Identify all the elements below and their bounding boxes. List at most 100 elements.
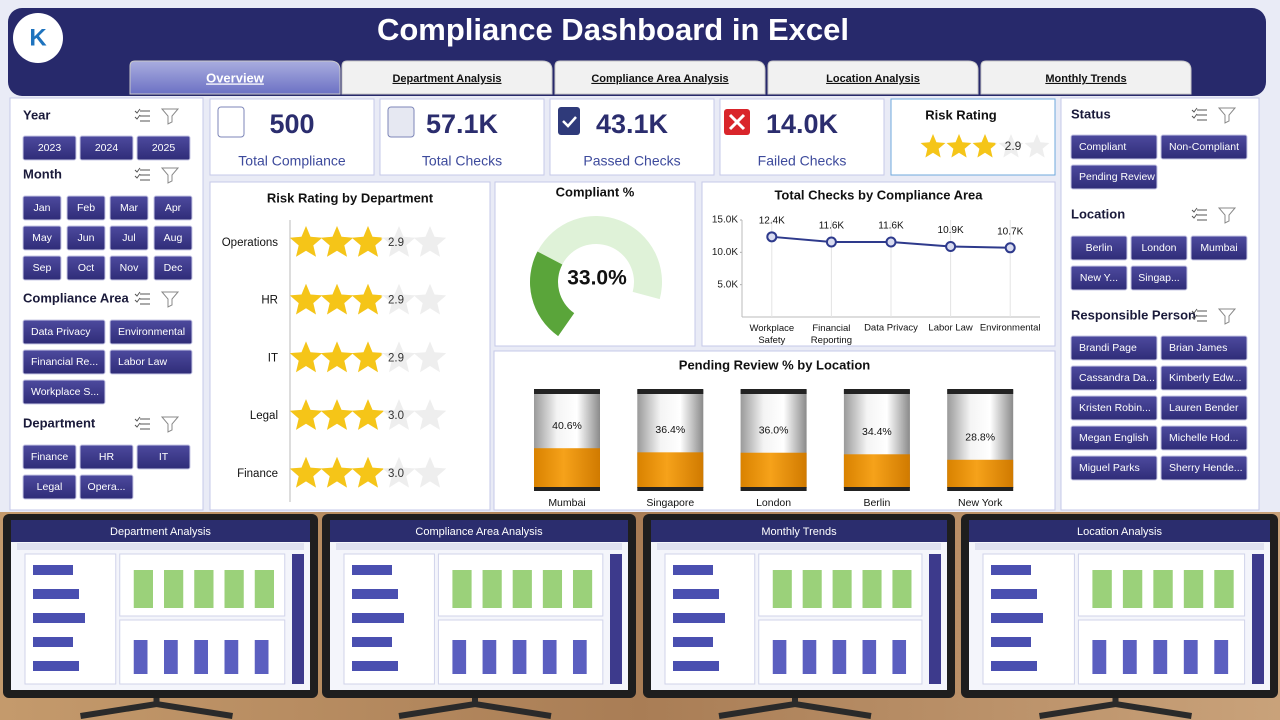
slicer-button[interactable] (109, 349, 193, 375)
slicer-button-label[interactable]: Michelle Hod... (1169, 432, 1238, 444)
slicer-button-label[interactable]: Oct (78, 262, 94, 274)
slicer-button-label[interactable]: Dec (164, 262, 183, 274)
slicer-button-label[interactable]: Apr (165, 202, 182, 214)
clear-filter-icon[interactable] (1217, 308, 1237, 325)
slicer-button[interactable] (136, 444, 191, 470)
tab-label[interactable]: Compliance Area Analysis (591, 73, 728, 85)
multi-select-icon[interactable] (1191, 207, 1207, 221)
slicer-button-label[interactable]: Aug (164, 232, 183, 244)
tab-label[interactable]: Monthly Trends (1045, 73, 1126, 85)
slicer-button[interactable] (1160, 365, 1248, 391)
slicer-button[interactable] (1070, 335, 1158, 361)
slicer-button-label[interactable]: Mar (120, 202, 139, 214)
slicer-button[interactable] (66, 195, 106, 221)
slicer-button[interactable] (1070, 365, 1158, 391)
slicer-button-label[interactable]: Feb (77, 202, 95, 214)
slicer-button-label[interactable]: Pending Review (1079, 171, 1155, 183)
slicer-button[interactable] (1070, 395, 1158, 421)
slicer-button-label[interactable]: Environmental (118, 326, 185, 338)
slicer-button[interactable] (1070, 134, 1158, 160)
clear-filter-icon[interactable] (160, 108, 180, 125)
slicer-button-label[interactable]: Jun (78, 232, 95, 244)
tab-label[interactable]: Department Analysis (392, 73, 501, 85)
slicer-button-label[interactable]: Data Privacy (31, 326, 91, 338)
slicer-button[interactable] (22, 255, 62, 281)
clear-filter-icon[interactable] (160, 167, 180, 184)
slicer-button[interactable] (1070, 235, 1128, 261)
slicer-button-label[interactable]: Nov (120, 262, 139, 274)
slicer-button-label[interactable]: Opera... (88, 481, 126, 493)
slicer-button[interactable] (1070, 164, 1158, 190)
slicer-button-label[interactable]: London (1141, 242, 1176, 254)
slicer-button-label[interactable]: Financial Re... (31, 356, 98, 368)
slicer-button-label[interactable]: Finance (31, 451, 69, 463)
slicer-button[interactable] (22, 195, 62, 221)
slicer-button-label[interactable]: Legal (37, 481, 63, 493)
tab-label[interactable]: Location Analysis (826, 73, 920, 85)
multi-select-icon[interactable] (1191, 308, 1207, 322)
slicer-button-label[interactable]: Brian James (1169, 342, 1227, 354)
tab[interactable] (341, 60, 553, 95)
slicer-button-label[interactable]: Sherry Hende... (1169, 462, 1243, 474)
slicer-button[interactable] (1160, 455, 1248, 481)
slicer-button-label[interactable]: Labor Law (118, 356, 167, 368)
slicer-button[interactable] (66, 255, 106, 281)
slicer-button[interactable] (136, 135, 191, 161)
slicer-button-label[interactable]: Jan (34, 202, 51, 214)
slicer-button[interactable] (22, 474, 77, 500)
slicer-button-label[interactable]: IT (159, 451, 169, 463)
slicer-button[interactable] (109, 255, 149, 281)
slicer-button-label[interactable]: Non-Compliant (1169, 141, 1239, 153)
slicer-button-label[interactable]: Mumbai (1200, 242, 1237, 254)
slicer-button[interactable] (22, 349, 106, 375)
slicer-button-label[interactable]: Kristen Robin... (1079, 402, 1151, 414)
multi-select-icon[interactable] (1191, 107, 1207, 121)
multi-select-icon[interactable] (134, 291, 150, 305)
slicer-button-label[interactable]: Cassandra Da... (1079, 372, 1155, 384)
slicer-button[interactable] (22, 444, 77, 470)
slicer-button-label[interactable]: Megan English (1079, 432, 1149, 444)
slicer-button[interactable] (109, 225, 149, 251)
slicer-button[interactable] (1160, 134, 1248, 160)
slicer-button[interactable] (1070, 265, 1128, 291)
slicer-button-label[interactable]: May (32, 232, 53, 244)
slicer-button-label[interactable]: Lauren Bender (1169, 402, 1239, 414)
slicer-button[interactable] (109, 319, 193, 345)
slicer-button[interactable] (153, 225, 193, 251)
slicer-button[interactable] (1160, 395, 1248, 421)
slicer-button-label[interactable]: Workplace S... (31, 386, 99, 398)
slicer-button[interactable] (1190, 235, 1248, 261)
clear-filter-icon[interactable] (160, 416, 180, 433)
multi-select-icon[interactable] (134, 108, 150, 122)
clear-filter-icon[interactable] (160, 291, 180, 308)
slicer-button-label[interactable]: Kimberly Edw... (1169, 372, 1241, 384)
tab[interactable] (767, 60, 979, 95)
slicer-button-label[interactable]: HR (99, 451, 115, 463)
tab[interactable] (554, 60, 766, 95)
slicer-button[interactable] (22, 135, 77, 161)
slicer-button-label[interactable]: 2025 (152, 142, 176, 154)
tab[interactable] (129, 60, 341, 95)
slicer-button[interactable] (22, 225, 62, 251)
slicer-button-label[interactable]: 2024 (95, 142, 119, 154)
slicer-button[interactable] (1070, 455, 1158, 481)
slicer-button-label[interactable]: New Y... (1080, 272, 1118, 284)
slicer-button-label[interactable]: Compliant (1079, 141, 1126, 153)
slicer-button[interactable] (109, 195, 149, 221)
slicer-button[interactable] (66, 225, 106, 251)
slicer-button[interactable] (1130, 265, 1188, 291)
slicer-button[interactable] (1160, 425, 1248, 451)
slicer-button-label[interactable]: 2023 (38, 142, 62, 154)
slicer-button[interactable] (153, 195, 193, 221)
slicer-button[interactable] (79, 135, 134, 161)
slicer-button[interactable] (22, 319, 106, 345)
slicer-button-label[interactable]: Brandi Page (1079, 342, 1137, 354)
slicer-button-label[interactable]: Jul (122, 232, 135, 244)
clear-filter-icon[interactable] (1217, 207, 1237, 224)
slicer-button-label[interactable]: Singap... (1138, 272, 1179, 284)
slicer-button[interactable] (153, 255, 193, 281)
slicer-button[interactable] (1070, 425, 1158, 451)
slicer-button-label[interactable]: Sep (33, 262, 52, 274)
tab-label[interactable]: Overview (206, 70, 265, 85)
slicer-button-label[interactable]: Berlin (1086, 242, 1113, 254)
